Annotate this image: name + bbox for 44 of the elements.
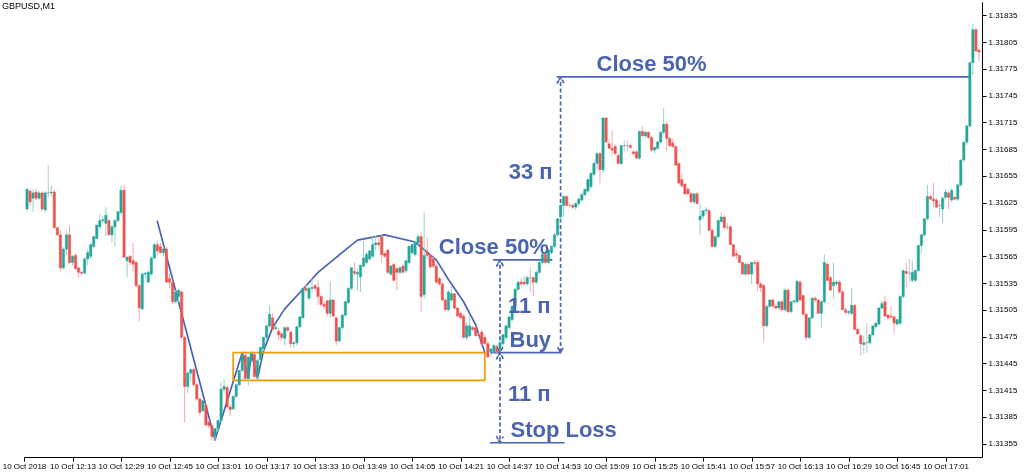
y-tick-label: 1.31595: [988, 225, 1018, 234]
x-tick-label: 10 Oct 13:49: [341, 461, 388, 471]
chart-title: GBPUSD,M1: [2, 1, 56, 11]
y-tick-label: 1.31745: [988, 91, 1018, 101]
y-tick-label: 1.31415: [988, 385, 1018, 395]
annotation: Buy: [509, 326, 552, 352]
y-tick-label: 1.31625: [988, 198, 1018, 208]
annotation: Stop Loss: [510, 416, 617, 442]
annotation: 11 п: [507, 380, 551, 406]
y-tick-label: 1.31385: [988, 412, 1018, 422]
x-tick-label: 10 Oct 12:13: [50, 461, 97, 471]
x-tick-label: 10 Oct 17:01: [923, 461, 970, 471]
annotation: Close 50%: [596, 50, 707, 76]
y-tick-label: 1.31655: [988, 171, 1018, 181]
x-tick-label: 10 Oct 14:05: [389, 461, 436, 471]
x-tick-label: 10 Oct 15:09: [583, 461, 631, 471]
x-tick-label: 10 Oct 16:45: [874, 461, 922, 471]
x-tick-label: 10 Oct 14:37: [486, 461, 534, 471]
y-tick-label: 1.31685: [988, 144, 1018, 154]
x-tick-label: 10 Oct 15:57: [729, 461, 776, 471]
x-tick-label: 10 Oct 16:13: [777, 461, 825, 471]
x-tick-label: 10 Oct 2018: [2, 461, 47, 471]
x-tick-label: 10 Oct 14:53: [535, 461, 582, 471]
y-tick-label: 1.31805: [988, 37, 1018, 47]
annotation: Close 50%: [438, 233, 549, 259]
y-tick-label: 1.31775: [988, 64, 1018, 74]
y-tick-label: 1.31355: [988, 439, 1018, 449]
y-tick-label: 1.31835: [988, 10, 1018, 20]
x-tick-label: 10 Oct 13:01: [195, 461, 242, 471]
x-tick-label: 10 Oct 14:21: [438, 461, 485, 471]
y-tick-label: 1.31565: [988, 251, 1018, 261]
x-tick-label: 10 Oct 12:45: [147, 461, 194, 471]
y-tick-label: 1.31505: [988, 305, 1018, 315]
y-tick-label: 1.31535: [988, 278, 1018, 288]
x-tick-label: 10 Oct 16:29: [826, 461, 873, 471]
y-tick-label: 1.31475: [988, 332, 1018, 342]
x-tick-label: 10 Oct 15:25: [632, 461, 679, 471]
x-tick-label: 10 Oct 12:29: [98, 461, 145, 471]
x-tick-label: 10 Oct 13:17: [244, 461, 291, 471]
y-tick-label: 1.31715: [988, 117, 1018, 127]
annotation: 33 п: [508, 158, 553, 184]
x-tick-label: 10 Oct 13:33: [292, 461, 339, 471]
x-tick-label: 10 Oct 15:41: [680, 461, 728, 471]
y-tick-label: 1.31445: [988, 358, 1018, 368]
